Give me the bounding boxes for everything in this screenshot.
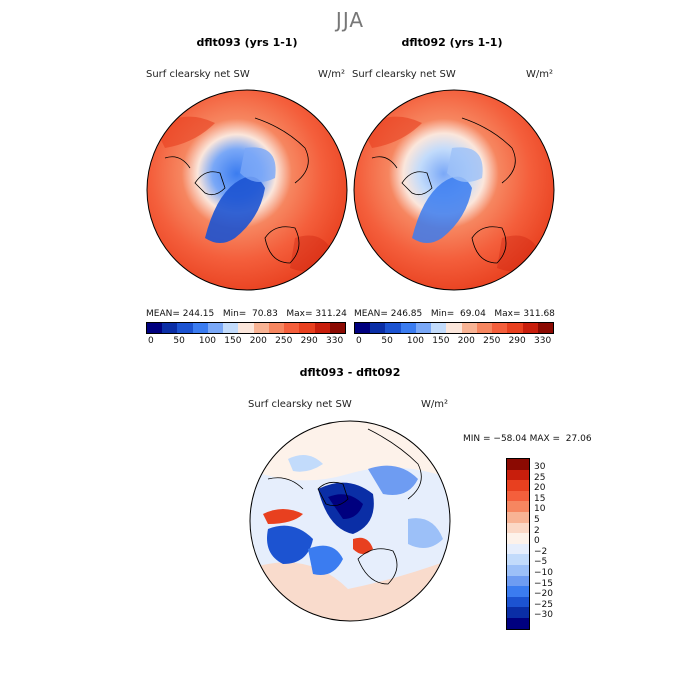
colorbar-tick-label: 5 [534, 515, 540, 525]
colorbar-swatch [446, 323, 462, 333]
colorbar-swatch [431, 323, 447, 333]
colorbar-tick-label: 50 [173, 336, 185, 346]
colorbar-swatch [253, 323, 269, 333]
colorbar-tick-label: −30 [534, 610, 553, 621]
panel2-polar-map [353, 89, 555, 291]
colorbar-swatch [147, 323, 163, 333]
colorbar-swatch [284, 323, 300, 333]
colorbar-tick-label: 15 [534, 493, 546, 504]
panel1-polar-map [146, 89, 348, 291]
colorbar-tick-label: 250 [483, 336, 501, 346]
colorbar-tick-label: 290 [300, 336, 318, 346]
panel2-colorbar-ticks: 0 50 100 150 200 250 290 330 [354, 336, 552, 348]
colorbar-swatch [507, 469, 529, 481]
colorbar-tick-label: 330 [534, 336, 552, 346]
colorbar-swatch [537, 323, 554, 333]
colorbar-tick-label: 100 [406, 336, 425, 346]
colorbar-swatch [507, 617, 529, 629]
colorbar-tick-label: −10 [534, 568, 553, 578]
colorbar-swatch [507, 533, 529, 544]
colorbar-tick-label: 20 [534, 483, 546, 494]
panel2-variable-label: Surf clearsky net SW [352, 69, 456, 80]
colorbar-swatch [507, 511, 529, 523]
colorbar-tick-label: 0 [356, 336, 362, 346]
colorbar-swatch [507, 490, 529, 502]
colorbar-tick-label: −2 [534, 546, 548, 557]
colorbar-swatch [238, 323, 254, 333]
colorbar-tick-label: 200 [457, 336, 475, 346]
colorbar-swatch [492, 323, 508, 333]
colorbar-tick-label: 2 [534, 525, 540, 536]
panel1-colorbar-ticks: 0 50 100 150 200 250 290 330 [146, 336, 344, 348]
colorbar-tick-label: 50 [381, 336, 393, 346]
colorbar-swatch [507, 543, 529, 555]
colorbar-swatch [370, 323, 386, 333]
colorbar-tick-label: 0 [148, 336, 154, 346]
colorbar-swatch [415, 323, 432, 333]
colorbar-swatch [507, 596, 529, 608]
colorbar-tick-label: 150 [224, 336, 242, 346]
colorbar-tick-label: 150 [432, 336, 450, 346]
diff-polar-map [249, 420, 451, 622]
colorbar-swatch [507, 459, 529, 470]
diff-colorbar [506, 458, 530, 630]
colorbar-tick-label: 200 [249, 336, 267, 346]
diff-variable-label: Surf clearsky net SW [248, 399, 352, 410]
season-title: JJA [335, 8, 365, 32]
colorbar-tick-label: 25 [534, 472, 546, 483]
colorbar-tick-label: 250 [275, 336, 293, 346]
colorbar-swatch [507, 554, 529, 565]
colorbar-tick-label: 330 [326, 336, 344, 346]
colorbar-swatch [400, 323, 416, 333]
diff-units-label: W/m² [421, 399, 449, 410]
diff-colorbar-ticks: 30 25 20 15 10 5 2 0 −2 −5 −10 −15 −20 −25 −30 [534, 458, 574, 628]
colorbar-tick-label: −20 [534, 589, 553, 600]
colorbar-swatch [162, 323, 178, 333]
colorbar-swatch [461, 323, 477, 333]
colorbar-swatch [507, 607, 529, 618]
panel1-colorbar [146, 322, 346, 334]
panel1-units-label: W/m² [318, 69, 346, 80]
colorbar-swatch [177, 323, 193, 333]
colorbar-swatch [476, 323, 493, 333]
colorbar-tick-label: 10 [534, 504, 546, 515]
colorbar-swatch [507, 564, 529, 576]
colorbar-tick-label: 30 [534, 462, 546, 472]
diff-title: dflt093 - dflt092 [299, 366, 401, 379]
colorbar-tick-label: −15 [534, 578, 553, 589]
colorbar-swatch [192, 323, 208, 333]
colorbar-swatch [268, 323, 285, 333]
panel2-units-label: W/m² [526, 69, 554, 80]
colorbar-tick-label: 0 [534, 536, 540, 547]
colorbar-swatch [507, 575, 529, 587]
colorbar-swatch [355, 323, 371, 333]
panel1-variable-label: Surf clearsky net SW [146, 69, 250, 80]
colorbar-swatch [507, 501, 529, 512]
colorbar-swatch [299, 323, 315, 333]
colorbar-swatch [507, 522, 529, 534]
colorbar-swatch [207, 323, 224, 333]
colorbar-swatch [385, 323, 401, 333]
colorbar-swatch [314, 323, 330, 333]
colorbar-tick-label: 290 [508, 336, 526, 346]
colorbar-swatch [507, 586, 529, 597]
panel1-stats: MEAN= 244.15 Min= 70.83 Max= 311.24 [146, 309, 347, 319]
diff-stats: MIN = −58.04 MAX = 27.06 [463, 434, 592, 444]
panel2-stats: MEAN= 246.85 Min= 69.04 Max= 311.68 [354, 309, 555, 319]
panel2-title: dflt092 (yrs 1-1) [401, 36, 503, 49]
colorbar-swatch [329, 323, 346, 333]
colorbar-tick-label: 100 [198, 336, 217, 346]
colorbar-tick-label: −25 [534, 599, 553, 610]
colorbar-swatch [223, 323, 239, 333]
panel1-title: dflt093 (yrs 1-1) [196, 36, 298, 49]
colorbar-swatch [507, 480, 529, 491]
panel2-colorbar [354, 322, 554, 334]
colorbar-tick-label: −5 [534, 557, 548, 568]
colorbar-swatch [507, 323, 523, 333]
colorbar-swatch [522, 323, 538, 333]
